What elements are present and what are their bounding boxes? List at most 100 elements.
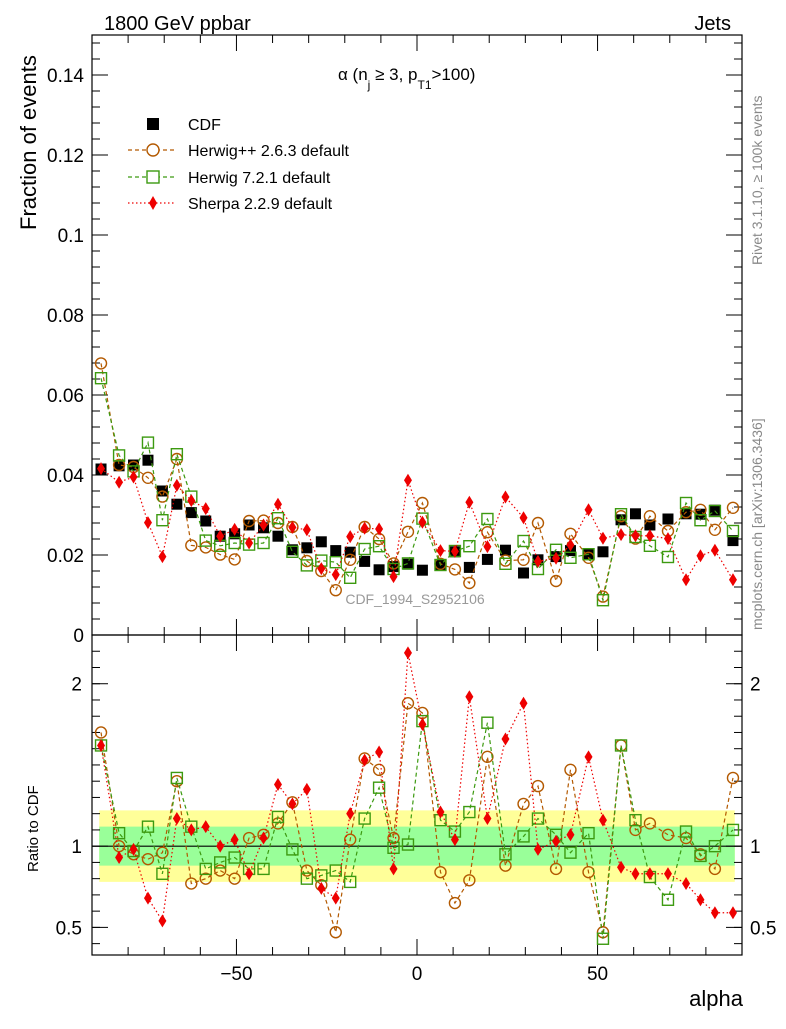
analysis-watermark: CDF_1994_S2952106 — [345, 591, 485, 607]
main-point-herwigpp — [94, 357, 108, 370]
main-point-cdf — [301, 542, 313, 554]
ratio-point-sherpa — [501, 732, 510, 746]
main-point-herwigpp — [213, 548, 227, 561]
main-point-sherpa — [129, 470, 138, 484]
main-point-sherpa — [317, 562, 326, 576]
main-point-cdf — [680, 508, 692, 520]
ratio-point-sherpa — [436, 805, 445, 819]
main-point-sherpa — [245, 536, 254, 550]
main-point-herwig7 — [463, 540, 476, 553]
ratio-point-herwigpp — [629, 823, 642, 837]
main-point-cdf — [171, 498, 183, 510]
ratio-point-herwig7 — [726, 823, 740, 837]
ratio-point-herwigpp — [661, 828, 675, 841]
ratio-point-herwig7 — [286, 843, 299, 856]
rivet-version-label: Rivet 3.1.10, ≥ 100k events — [749, 95, 765, 265]
plot-title-sub1: j — [367, 78, 371, 92]
ratio-point-sherpa — [710, 906, 719, 920]
main-point-sherpa — [418, 515, 427, 529]
main-ytick-label: 0 — [73, 626, 84, 647]
ratio-ytick-label-right: 0.5 — [750, 918, 776, 939]
main-point-herwigpp — [112, 458, 126, 472]
main-ytick-label: 0.08 — [47, 306, 84, 327]
plot-title: α (nj ≥ 3, pT1>100) — [338, 65, 475, 92]
ratio-point-sherpa — [115, 851, 124, 865]
ratio-point-sherpa — [403, 646, 412, 660]
ratio-point-sherpa — [533, 842, 542, 856]
ratio-point-herwig7 — [141, 820, 155, 833]
legend-herwig7-label: Herwig 7.2.1 default — [188, 170, 331, 187]
ratio-point-herwigpp — [387, 831, 400, 845]
main-point-cdf — [142, 454, 154, 466]
ratio-point-herwig7 — [629, 813, 642, 827]
ratio-point-sherpa — [483, 812, 492, 826]
ratio-series-sherpa — [97, 646, 737, 928]
ratio-xtick-label: 50 — [587, 964, 608, 985]
ratio-y-axis-label: Ratio to CDF — [25, 785, 42, 872]
ratio-point-sherpa — [617, 860, 626, 874]
main-point-cdf — [113, 460, 125, 472]
ratio-point-herwigpp — [643, 817, 657, 830]
ratio-point-sherpa — [465, 690, 474, 704]
main-point-herwigpp — [242, 514, 256, 528]
ratio-ytick-label: 2 — [71, 675, 82, 696]
main-point-sherpa — [360, 521, 369, 535]
ratio-point-sherpa — [230, 833, 239, 847]
ratio-point-herwig7 — [228, 851, 241, 864]
ratio-point-herwigpp — [141, 852, 155, 866]
main-ytick-label: 0.02 — [47, 546, 84, 567]
main-point-sherpa — [710, 543, 719, 557]
ratio-point-herwig7 — [596, 932, 610, 945]
ratio-point-sherpa — [158, 914, 167, 928]
ratio-point-herwigpp — [434, 865, 447, 879]
main-point-herwig7 — [286, 545, 299, 558]
main-point-cdf — [243, 519, 255, 531]
main-point-sherpa — [566, 538, 575, 552]
main-point-herwig7 — [401, 557, 415, 570]
ratio-point-herwigpp — [463, 874, 476, 887]
ratio-line-herwig7 — [100, 720, 734, 939]
main-point-sherpa — [230, 522, 239, 536]
ratio-point-sherpa — [187, 823, 196, 837]
main-point-sherpa — [682, 573, 691, 587]
main-series-sherpa — [97, 462, 737, 587]
legend: CDF Herwig++ 2.6.3 default Herwig 7.2.1 … — [128, 117, 350, 213]
ratio-point-sherpa — [696, 893, 705, 907]
main-point-sherpa — [436, 544, 445, 558]
ratio-xtick-label: −50 — [220, 964, 252, 985]
main-point-herwig7 — [726, 524, 740, 538]
main-point-sherpa — [465, 495, 474, 509]
ratio-point-sherpa — [360, 753, 369, 767]
main-point-cdf — [644, 519, 656, 531]
plot-title-end: >100) — [432, 65, 476, 84]
main-point-herwig7 — [271, 512, 285, 525]
ratio-point-sherpa — [552, 834, 561, 848]
ratio-point-herwig7 — [531, 812, 545, 825]
main-point-herwig7 — [564, 551, 577, 564]
main-point-cdf — [388, 561, 400, 573]
ratio-point-sherpa — [302, 782, 311, 796]
legend-herwigpp-label: Herwig++ 2.6.3 default — [188, 143, 350, 160]
main-point-sherpa — [519, 511, 528, 525]
ratio-point-herwigpp — [228, 872, 241, 885]
main-ytick-label: 0.1 — [58, 226, 84, 247]
ratio-point-sherpa — [97, 738, 106, 752]
ratio-point-sherpa — [682, 877, 691, 891]
ratio-axes: −50 0 50 0.5 0.5 1 1 2 2 — [56, 634, 776, 985]
ratio-series-herwig7 — [94, 714, 740, 945]
ratio-point-herwig7 — [343, 875, 357, 889]
ratio-point-sherpa — [598, 813, 607, 827]
x-axis-label: alpha — [689, 986, 744, 1011]
main-point-sherpa — [533, 554, 542, 568]
ratio-point-herwigpp — [372, 763, 386, 777]
main-point-sherpa — [331, 568, 340, 582]
ratio-point-herwig7 — [156, 867, 169, 880]
main-point-herwig7 — [156, 514, 169, 527]
ratio-point-sherpa — [645, 867, 654, 881]
main-point-herwigpp — [329, 584, 342, 597]
main-point-herwigpp — [343, 553, 357, 566]
ratio-point-herwig7 — [401, 838, 415, 851]
main-point-cdf — [727, 535, 739, 547]
legend-sherpa-label: Sherpa 2.2.9 default — [188, 196, 333, 213]
main-point-cdf — [499, 544, 511, 556]
